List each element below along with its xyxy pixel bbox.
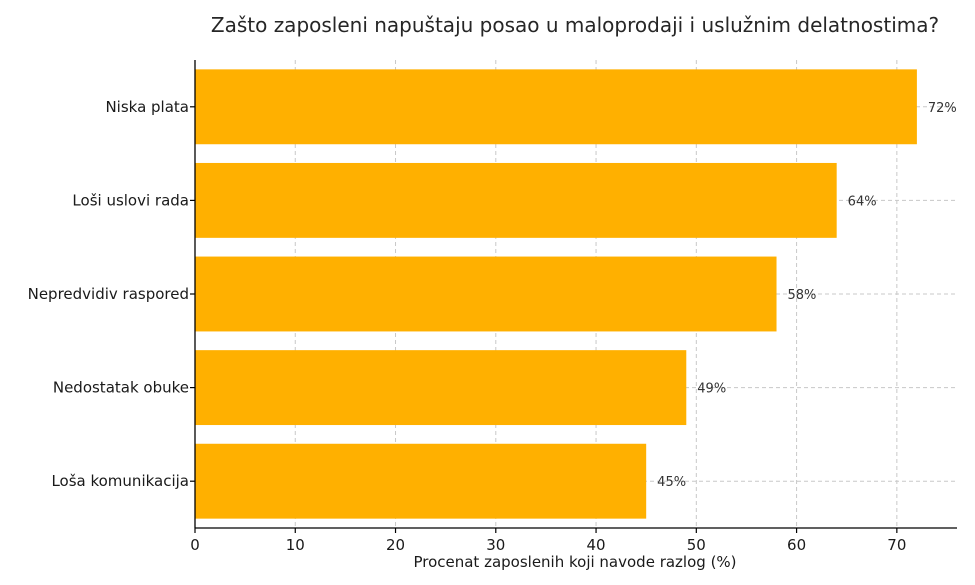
bar-value-label: 58%	[788, 288, 817, 303]
category-label: Niska plata	[105, 98, 189, 116]
x-tick-label: 40	[587, 536, 606, 554]
category-label: Loši uslovi rada	[72, 191, 189, 209]
bar	[195, 350, 687, 426]
x-axis-ticks: 0 10 20 30 40 50 60 70	[190, 106, 906, 554]
x-tick-label: 70	[887, 536, 906, 554]
x-tick-label: 50	[687, 536, 706, 554]
category-label: Loša komunikacija	[51, 472, 189, 490]
bar-value-label: 64%	[848, 194, 877, 209]
chart-title: Zašto zaposleni napuštaju posao u malopr…	[211, 13, 939, 37]
x-tick-label: 30	[486, 536, 505, 554]
bar	[195, 162, 837, 238]
bar	[195, 256, 777, 332]
bar	[195, 69, 917, 145]
category-label: Nepredvidiv raspored	[28, 285, 189, 303]
bar-value-label: 72%	[928, 101, 957, 116]
category-labels: Niska plata Loši uslovi rada Nepredvidiv r…	[28, 98, 189, 490]
bar-value-label: 45%	[657, 475, 686, 490]
x-tick-label: 0	[190, 536, 200, 554]
bar	[195, 443, 647, 519]
x-axis-label: Procenat zaposlenih koji navode razlog (…	[413, 553, 736, 571]
x-tick-label: 20	[386, 536, 405, 554]
x-tick-label: 10	[286, 536, 305, 554]
bars	[195, 69, 917, 519]
x-tick-label: 60	[787, 536, 806, 554]
data-labels: 72% 64% 58% 49% 45%	[657, 101, 957, 490]
bar-value-label: 49%	[697, 382, 726, 397]
category-label: Nedostatak obuke	[53, 379, 189, 397]
